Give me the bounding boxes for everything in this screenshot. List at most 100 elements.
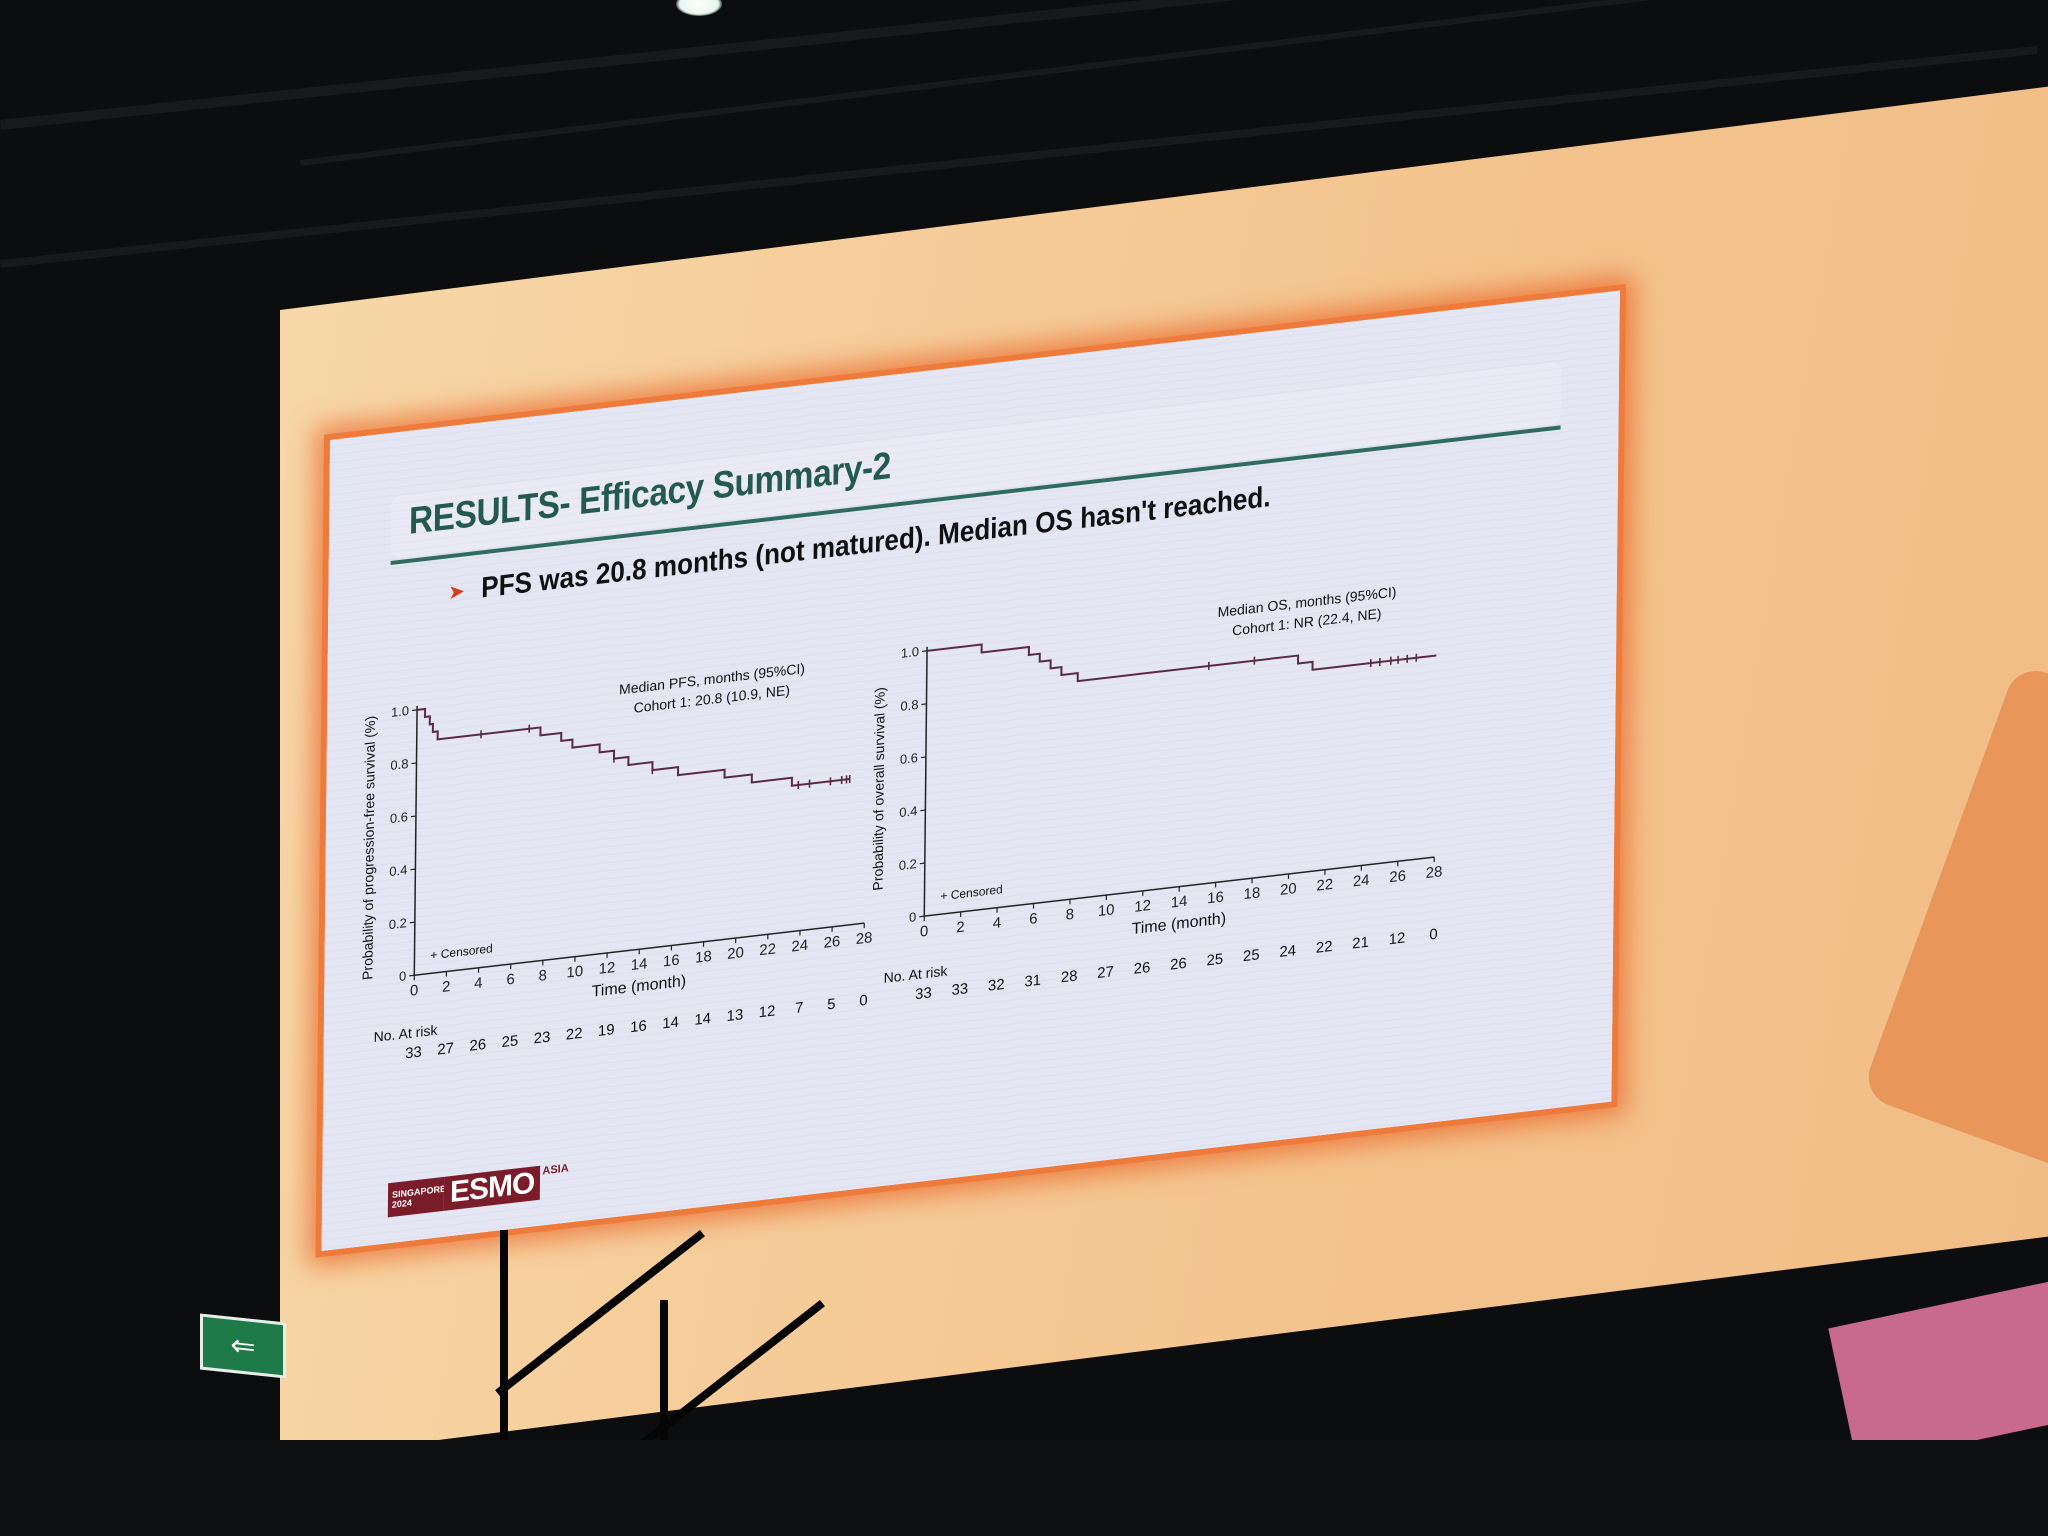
x-tick-label: 10 <box>566 963 583 982</box>
presentation-slide-frame: RESULTS- Efficacy Summary-2 ➤ PFS was 20… <box>321 290 1620 1252</box>
y-tick <box>410 868 416 871</box>
x-tick-label: 0 <box>410 982 419 1000</box>
x-tick-label: 16 <box>1207 889 1224 908</box>
y-tick <box>411 762 417 765</box>
x-tick-label: 24 <box>791 937 808 956</box>
at-risk-count: 33 <box>951 980 968 999</box>
os-kaplan-meier-chart: 0 0.2 0.4 0.6 0.8 1.0 0 2 4 6 8 10 12 14 16 18 20 22 24 26 2… <box>870 561 1447 1026</box>
y-tick-label: 0 <box>909 909 916 925</box>
x-tick-label: 4 <box>474 974 483 992</box>
at-risk-count: 31 <box>1024 972 1041 991</box>
x-tick-label: 10 <box>1098 901 1115 920</box>
stage-light <box>676 0 722 16</box>
x-tick-label: 26 <box>1389 867 1406 886</box>
at-risk-count: 14 <box>662 1014 679 1033</box>
x-tick-label: 28 <box>856 929 873 948</box>
at-risk-count: 12 <box>1389 929 1406 948</box>
y-tick-label: 1.0 <box>391 703 409 720</box>
y-tick <box>919 915 925 918</box>
at-risk-count: 7 <box>795 999 804 1017</box>
at-risk-count: 24 <box>1279 942 1296 961</box>
at-risk-count: 33 <box>915 984 932 1003</box>
survival-curve <box>417 707 850 787</box>
at-risk-count: 22 <box>566 1025 583 1044</box>
x-tick-label: 14 <box>1171 893 1188 912</box>
at-risk-count: 19 <box>598 1021 615 1040</box>
x-tick-label: 24 <box>1353 872 1370 891</box>
logo-badge: SINGAPORE 2024 <box>387 1176 446 1218</box>
os-chart-svg: 00.20.40.60.81.00 2 4 6 8 10 12 14 16 18 20 22 24 26 2… <box>870 583 1443 1003</box>
pfs-kaplan-meier-chart: 0 0.2 0.4 0.6 0.8 1.0 0 2 4 6 8 10 12 14 16 18 20 22 24 26 2… <box>343 625 887 1088</box>
at-risk-count: 13 <box>726 1006 743 1025</box>
y-tick-label: 1.0 <box>901 644 919 661</box>
y-tick <box>919 862 925 865</box>
x-tick-label: 20 <box>727 944 744 963</box>
x-tick-label: 14 <box>631 955 648 974</box>
x-tick-label: 16 <box>663 952 680 971</box>
y-tick <box>921 703 927 706</box>
x-tick-label: 26 <box>824 933 841 952</box>
at-risk-count: 25 <box>501 1032 518 1051</box>
ceiling-truss <box>0 0 2038 130</box>
y-tick-label: 0.2 <box>389 915 407 932</box>
y-tick-label: 0.6 <box>390 809 408 826</box>
stair-railing <box>500 1230 508 1480</box>
x-tick-label: 6 <box>506 971 515 989</box>
y-tick <box>920 809 926 812</box>
x-tick-label: 18 <box>1244 884 1261 903</box>
y-axis <box>923 646 928 917</box>
survival-curve <box>927 643 1437 683</box>
at-risk-count: 22 <box>1316 938 1333 957</box>
presentation-slide: RESULTS- Efficacy Summary-2 ➤ PFS was 20… <box>321 290 1620 1252</box>
at-risk-count: 26 <box>1134 959 1151 978</box>
y-tick <box>922 650 928 653</box>
y-tick-label: 0.4 <box>389 862 407 879</box>
arrow-bullet-icon: ➤ <box>448 580 466 605</box>
y-tick <box>409 974 415 977</box>
at-risk-count: 16 <box>630 1017 647 1036</box>
at-risk-count: 26 <box>1170 955 1187 974</box>
at-risk-count: 0 <box>1429 926 1438 944</box>
y-axis <box>413 705 418 976</box>
at-risk-count: 25 <box>1243 946 1260 965</box>
y-tick <box>412 709 418 712</box>
stage-floor <box>0 1440 2048 1536</box>
x-tick-label: 22 <box>1316 876 1333 895</box>
exit-sign-arrow-icon: ⇐ <box>200 1313 286 1379</box>
at-risk-count: 21 <box>1352 934 1369 953</box>
logo-subtitle: ASIA <box>542 1162 569 1178</box>
y-axis-label: Probability of overall survival (%) <box>870 686 888 891</box>
y-tick-label: 0.4 <box>899 803 917 820</box>
y-tick <box>410 815 416 818</box>
x-tick-label: 2 <box>442 978 451 996</box>
y-tick-label: 0.8 <box>900 697 918 714</box>
y-axis-label: Probability of progression-free survival… <box>359 715 378 981</box>
slide-title: RESULTS- Efficacy Summary-2 <box>408 445 892 543</box>
x-tick-label: 18 <box>695 948 712 967</box>
at-risk-count: 27 <box>437 1040 454 1059</box>
at-risk-count: 23 <box>534 1029 551 1048</box>
y-tick-label: 0.8 <box>390 756 408 773</box>
at-risk-count: 32 <box>988 976 1005 995</box>
x-tick-label: 28 <box>1426 863 1443 882</box>
at-risk-count: 5 <box>827 996 836 1014</box>
x-tick-label: 12 <box>1134 897 1151 916</box>
x-tick-label: 0 <box>920 923 929 941</box>
esmo-asia-logo: SINGAPORE 2024 ESMO ASIA <box>387 1162 569 1218</box>
at-risk-count: 26 <box>469 1036 486 1055</box>
x-tick-label: 12 <box>599 959 616 978</box>
pfs-chart-svg: 00.20.40.60.81.00 2 4 6 8 10 12 14 16 18 20 22 24 26 2… <box>359 660 873 1062</box>
x-tick-label: 22 <box>759 940 776 959</box>
y-tick <box>409 921 415 924</box>
at-risk-label: No. At risk <box>884 962 949 985</box>
logo-wordmark: ESMO <box>443 1165 541 1211</box>
x-tick-label: 20 <box>1280 880 1297 899</box>
at-risk-count: 27 <box>1097 963 1114 982</box>
at-risk-count: 12 <box>759 1002 776 1021</box>
x-tick-label: 4 <box>993 914 1002 932</box>
at-risk-count: 25 <box>1206 951 1223 970</box>
x-tick-label: 8 <box>538 967 547 985</box>
censored-legend: + Censored <box>430 941 492 962</box>
censored-legend: + Censored <box>940 882 1002 903</box>
